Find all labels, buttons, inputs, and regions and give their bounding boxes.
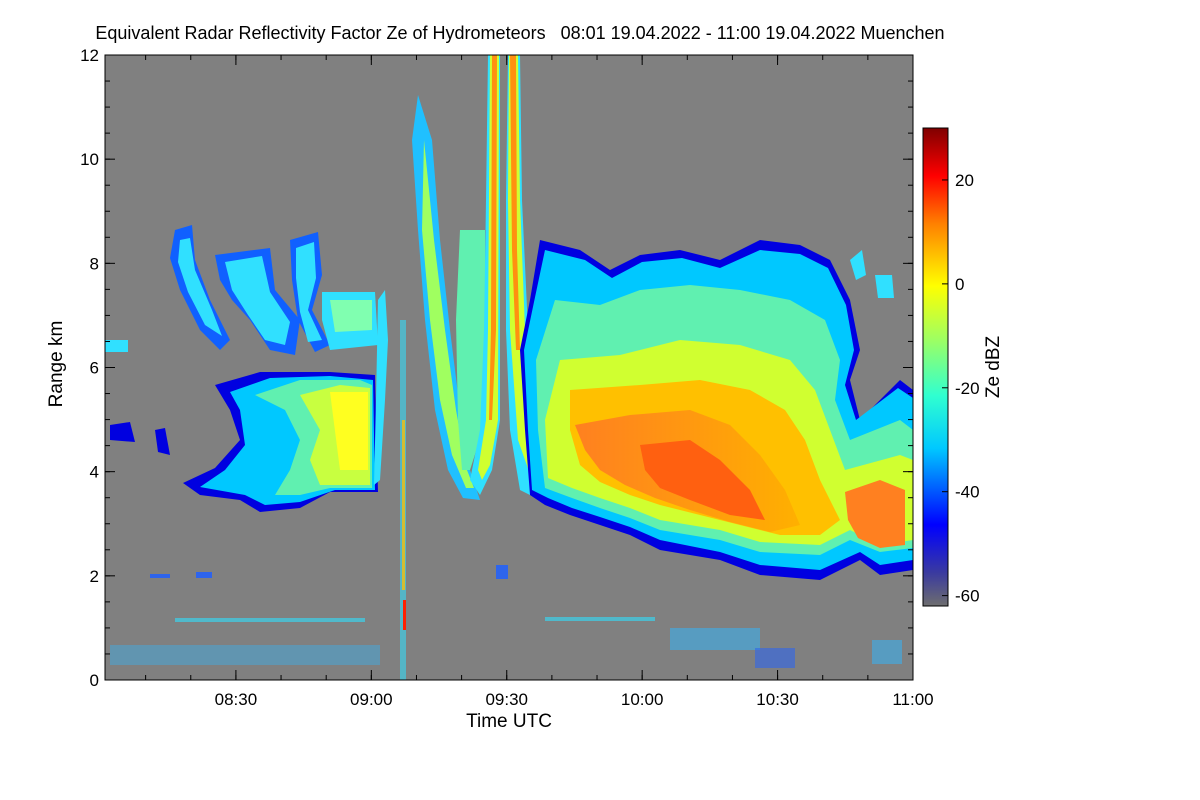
colorbar-tick-label: -60 [955, 587, 980, 606]
x-tick-label: 11:00 [892, 690, 933, 709]
x-tick-label: 09:00 [350, 690, 393, 709]
colorbar-tick-label: 0 [955, 275, 964, 294]
chart-title: Equivalent Radar Reflectivity Factor Ze … [95, 23, 944, 43]
y-tick-label: 0 [90, 671, 99, 690]
colorbar-ticks: -60 -40 -20 0 20 [942, 171, 980, 606]
colorbar-label: Ze dBZ [983, 335, 1004, 398]
y-tick-label: 12 [80, 46, 99, 65]
y-axis-label: Range km [46, 321, 67, 408]
colorbar-tick-label: -40 [955, 483, 980, 502]
x-tick-label: 10:30 [756, 690, 799, 709]
colorbar-tick-label: 20 [955, 171, 974, 190]
rain-shaft-left [412, 55, 500, 500]
main-cloud-system [520, 240, 913, 580]
x-axis-label: Time UTC [466, 711, 552, 732]
y-tick-label: 10 [80, 150, 99, 169]
colorbar-tick-label: -20 [955, 379, 980, 398]
axes: 08:30 09:00 09:30 10:00 10:30 11:00 0 2 4 6 8 10 12 [80, 46, 934, 709]
colorbar [922, 127, 949, 607]
ground-clutter [110, 565, 902, 668]
rain-shaft-right [374, 55, 555, 500]
noise-stripe [400, 320, 406, 680]
low-cloud-layer [110, 372, 378, 512]
x-tick-label: 08:30 [215, 690, 258, 709]
y-tick-label: 8 [90, 254, 99, 273]
reflectivity-field [105, 55, 913, 680]
x-tick-label: 10:00 [621, 690, 664, 709]
y-tick-label: 2 [90, 567, 99, 586]
y-tick-label: 4 [90, 463, 99, 482]
x-tick-label: 09:30 [485, 690, 528, 709]
upper-cloud-streaks [105, 225, 378, 355]
y-tick-label: 6 [90, 359, 99, 378]
